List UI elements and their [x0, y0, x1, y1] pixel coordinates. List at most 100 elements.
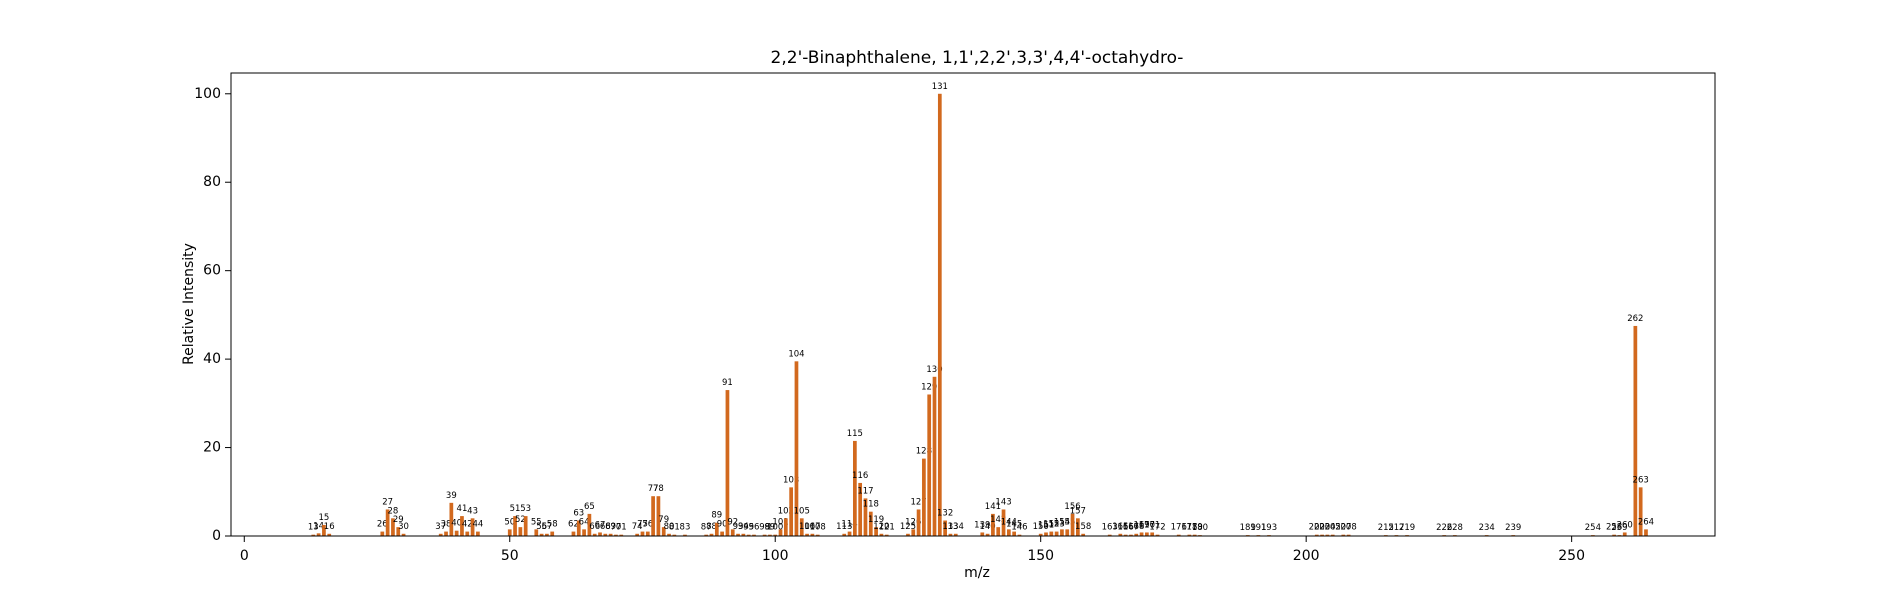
peak-label: 91 [722, 378, 733, 388]
peak-label: 117 [857, 486, 873, 496]
peak-label: 202 [1309, 523, 1325, 533]
peak-label: 150 [1033, 522, 1049, 532]
x-tick-label: 250 [1558, 548, 1585, 564]
bar [1325, 534, 1330, 536]
bar [932, 376, 937, 536]
bar [539, 533, 544, 536]
y-tick-label: 40 [203, 351, 221, 367]
peak-label: 28 [388, 506, 399, 516]
bar [916, 509, 921, 536]
peak-label: 168 [1128, 522, 1144, 532]
peak-label: 50 [504, 517, 515, 527]
peak-label: 154 [1054, 517, 1070, 527]
bar [1038, 533, 1043, 536]
bar [778, 529, 783, 536]
peak-label: 179 [1187, 523, 1203, 533]
bar [518, 527, 523, 536]
peak-label: 65 [584, 502, 595, 512]
peak-label: 228 [1447, 523, 1463, 533]
peak-label: 98 [759, 523, 770, 533]
bar [799, 518, 804, 536]
peak-label: 152 [1043, 520, 1059, 530]
peak-label: 167 [1123, 523, 1139, 533]
peak-label: 176 [1171, 523, 1187, 533]
peak-label: 165 [1112, 522, 1128, 532]
peak-label: 102 [778, 506, 794, 516]
peak-label: 94 [738, 522, 749, 532]
peak-label: 120 [873, 522, 889, 532]
bar [476, 531, 480, 536]
x-tick-label: 50 [501, 548, 519, 564]
bar [768, 534, 772, 536]
peak-label: 204 [1319, 523, 1335, 533]
bar [704, 534, 709, 536]
peak-label: 15 [319, 513, 330, 523]
plot-frame [230, 72, 1716, 537]
bar [1081, 533, 1086, 536]
peak-label: 38 [441, 520, 452, 530]
peak-label: 153 [1049, 520, 1065, 530]
peak-label: 140 [979, 522, 995, 532]
peak-label: 139 [974, 520, 990, 530]
bar [438, 533, 443, 536]
peak-label: 66 [589, 522, 600, 532]
bar [948, 533, 953, 536]
peak-label: 264 [1638, 517, 1654, 527]
peak-label: 170 [1139, 520, 1155, 530]
bar [868, 511, 873, 536]
peak-label: 260 [1617, 520, 1633, 530]
bar [507, 529, 512, 536]
y-tick-label: 100 [194, 86, 221, 102]
bar [741, 533, 746, 536]
bar [1644, 529, 1648, 536]
peak-label: 259 [1611, 523, 1627, 533]
bar [545, 533, 549, 536]
bar [937, 93, 942, 536]
peak-label: 191 [1250, 523, 1266, 533]
peak-label: 29 [393, 515, 404, 525]
bar [805, 533, 809, 536]
bar [884, 534, 889, 536]
bar [720, 531, 724, 536]
peak-label: 96 [749, 523, 760, 533]
peak-label: 63 [573, 509, 584, 519]
peak-label: 143 [995, 497, 1011, 507]
peak-label: 234 [1479, 523, 1495, 533]
peak-label: 70 [611, 523, 622, 533]
bar [460, 516, 464, 536]
peak-label: 130 [926, 365, 942, 375]
peak-label: 115 [847, 429, 863, 439]
peak-label: 80 [664, 522, 675, 532]
peak-label: 67 [595, 520, 606, 530]
peak-label: 16 [324, 522, 335, 532]
peak-label: 157 [1070, 506, 1086, 516]
peak-label: 76 [642, 520, 653, 530]
bar [1044, 532, 1048, 536]
bar [927, 394, 932, 536]
peak-label: 64 [579, 517, 590, 527]
bar [709, 533, 714, 536]
peak-label: 258 [1606, 523, 1622, 533]
peak-label: 113 [836, 522, 852, 532]
x-tick-label: 150 [1027, 548, 1054, 564]
bar [1070, 513, 1075, 536]
bar [1638, 487, 1643, 536]
peak-label: 99 [764, 523, 775, 533]
peak-label: 180 [1192, 523, 1208, 533]
peak-label: 56 [536, 522, 547, 532]
bar [396, 527, 401, 536]
peak-label: 69 [605, 522, 616, 532]
peak-label: 51 [510, 504, 521, 514]
peak-label: 30 [398, 522, 409, 532]
bar [1060, 529, 1064, 536]
peak-label: 62 [568, 520, 579, 530]
peak-label: 75 [637, 520, 648, 530]
bar [661, 527, 666, 536]
bar [736, 533, 740, 536]
bar [906, 533, 910, 536]
bar [444, 531, 448, 536]
peak-label: 205 [1325, 523, 1341, 533]
bar [1054, 531, 1059, 536]
bar [683, 534, 687, 536]
peak-label: 100 [767, 523, 783, 533]
